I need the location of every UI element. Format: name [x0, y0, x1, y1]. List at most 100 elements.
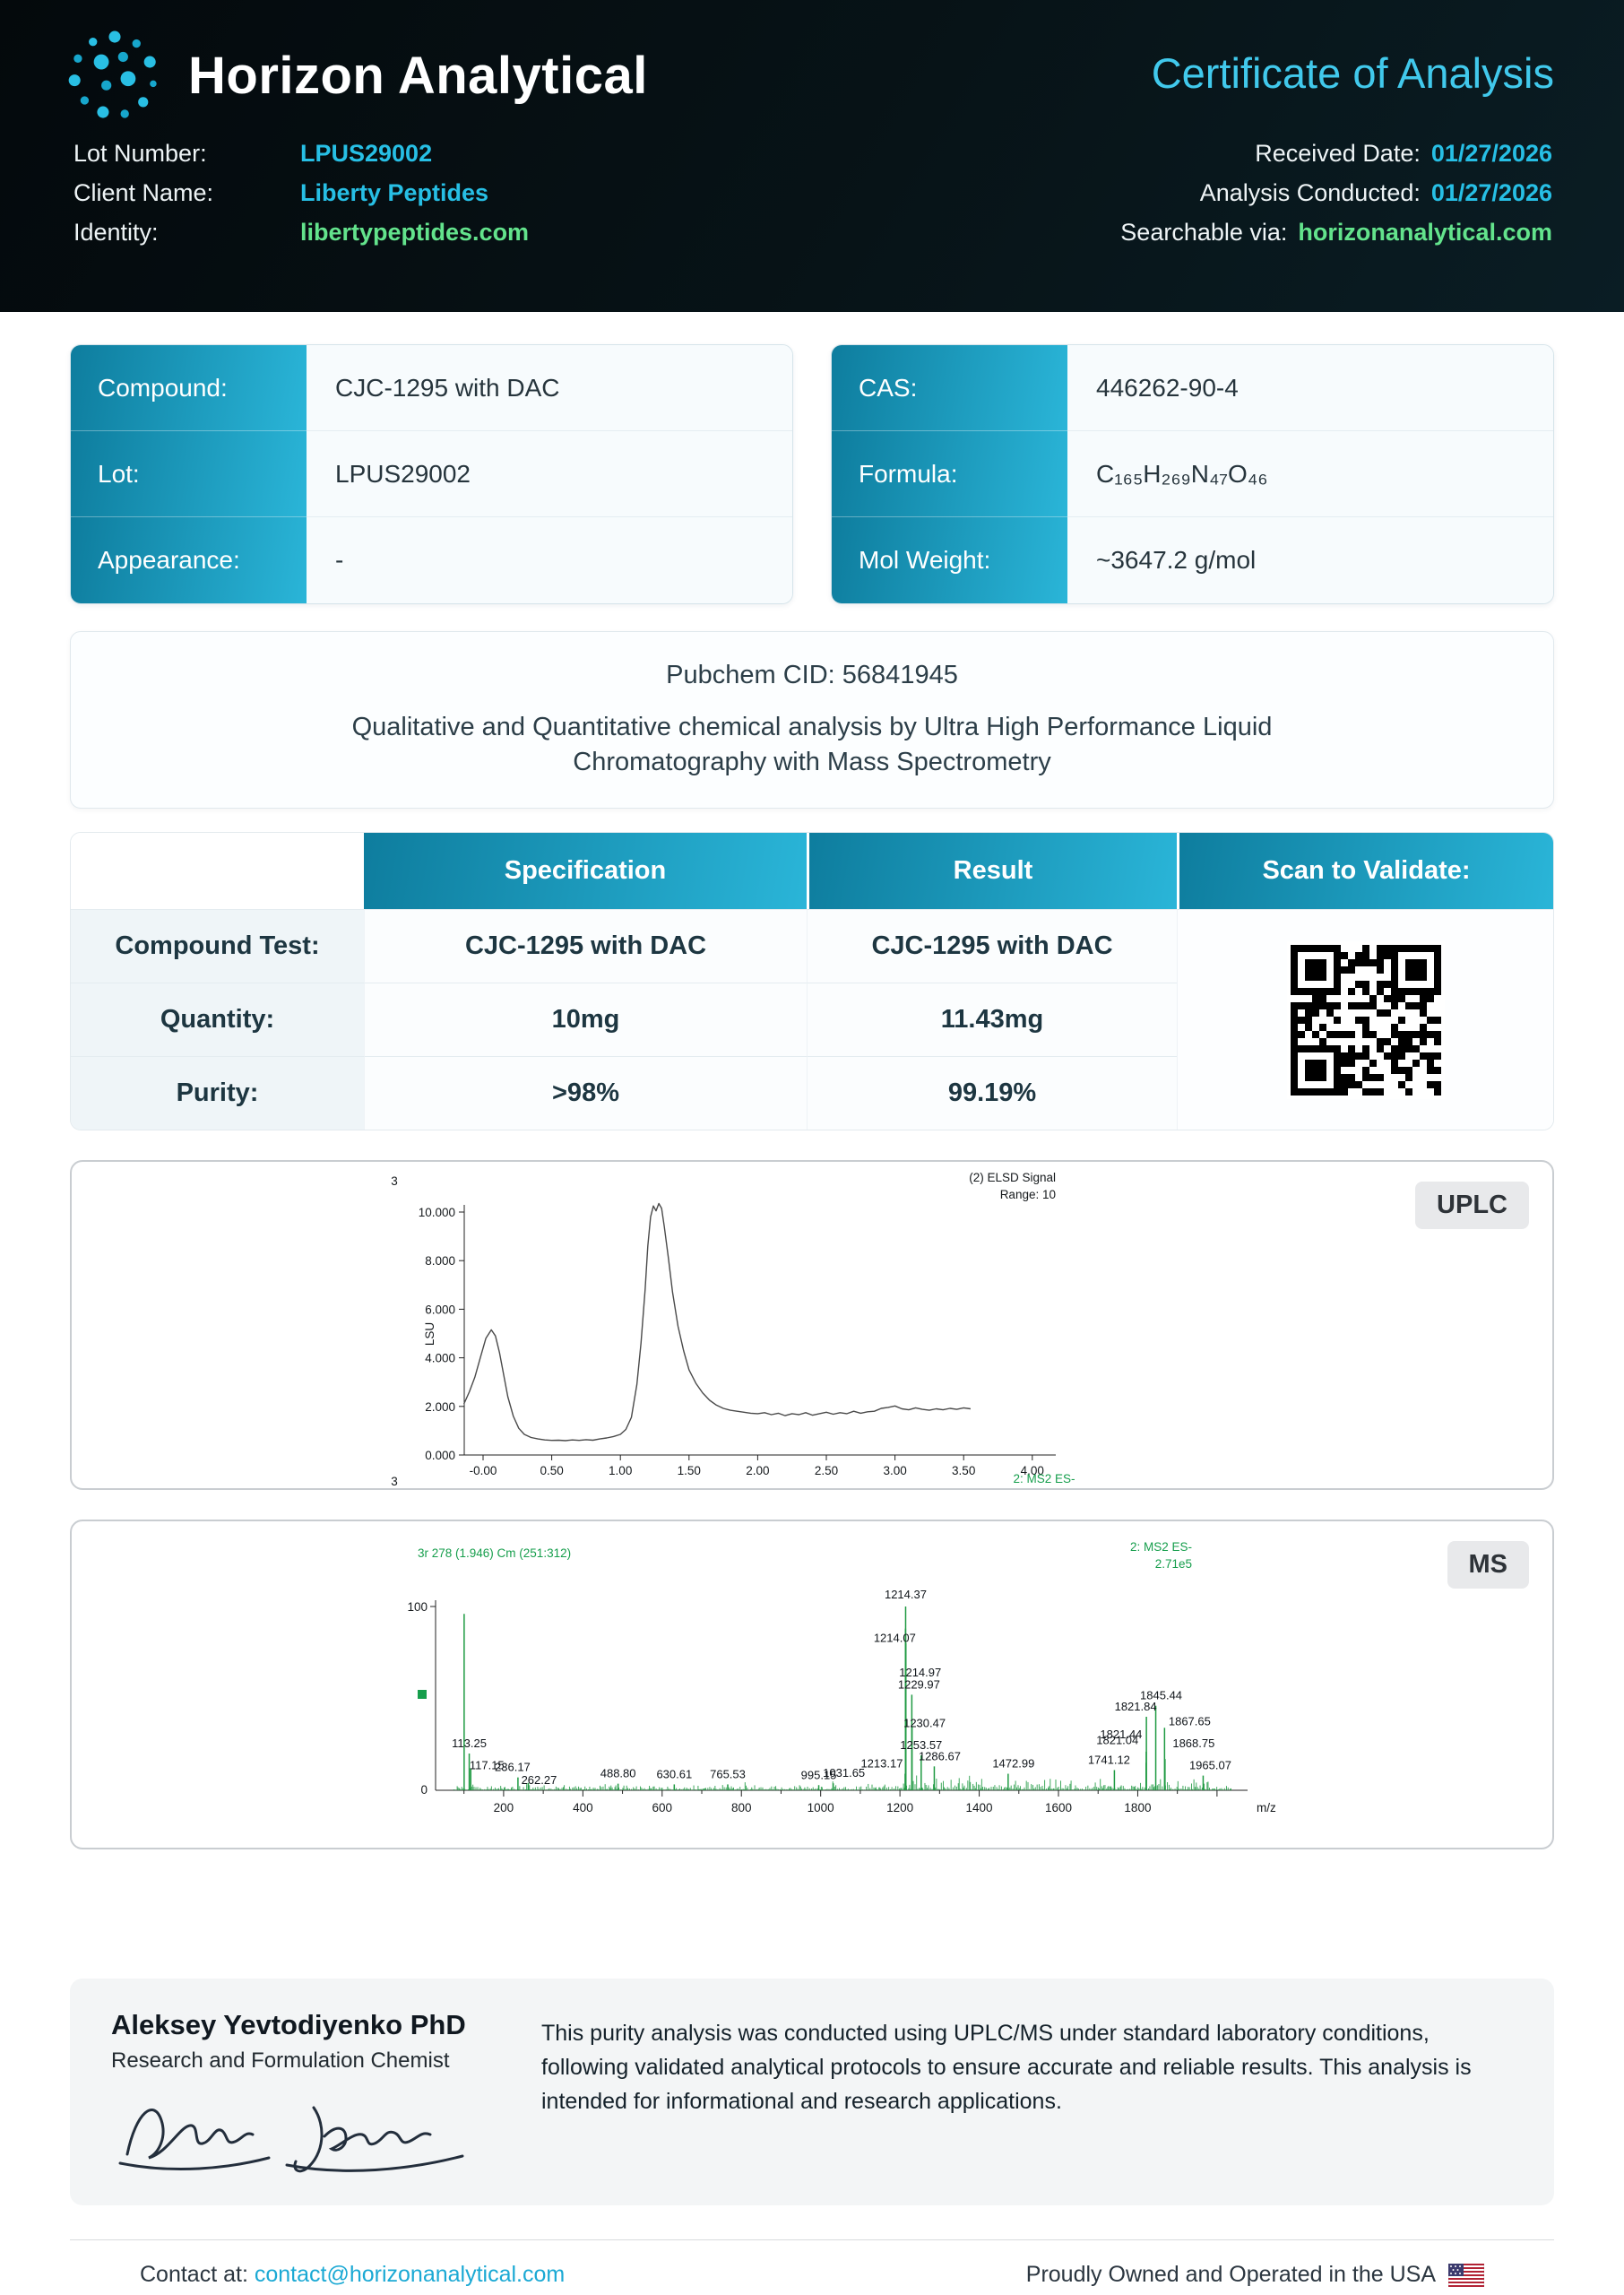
svg-text:1286.67: 1286.67: [919, 1749, 961, 1762]
header-meta-right: Received Date: 01/27/2026 Analysis Conduc…: [1120, 140, 1552, 258]
row-quantity-spec: 10mg: [364, 983, 807, 1056]
svg-text:1253.57: 1253.57: [900, 1738, 942, 1752]
ms-spectrum: 200 400 600 800 1000 1200 1400 1600 1800 m/z10003…: [407, 1540, 1276, 1814]
cas-label: CAS:: [832, 345, 1067, 431]
results-header-empty: [71, 833, 364, 909]
brand: Horizon Analytical: [65, 25, 648, 126]
svg-text:400: 400: [573, 1801, 593, 1814]
row-quantity-label: Quantity:: [71, 983, 364, 1056]
analysis-date-value: 01/27/2026: [1430, 179, 1552, 206]
svg-text:2.71e5: 2.71e5: [1155, 1557, 1192, 1571]
formula-value: C₁₆₅H₂₆₉N₄₇O₄₆: [1067, 431, 1553, 517]
svg-text:100: 100: [407, 1600, 428, 1614]
identity-label: Identity:: [73, 219, 159, 246]
us-flag-icon: [1448, 2263, 1484, 2287]
svg-text:1821.84: 1821.84: [1115, 1700, 1157, 1713]
svg-text:1821.04: 1821.04: [1096, 1733, 1138, 1746]
svg-text:1214.97: 1214.97: [899, 1666, 941, 1679]
lot-number-label: Lot Number:: [73, 140, 207, 167]
svg-text:765.53: 765.53: [710, 1767, 746, 1780]
contact-label: Contact at:: [140, 2262, 248, 2287]
formula-label: Formula:: [832, 431, 1067, 517]
client-name-label: Client Name:: [73, 179, 214, 206]
compound-label: Compound:: [71, 345, 307, 431]
chemist-name: Aleksey Yevtodiyenko PhD: [111, 2009, 466, 2040]
row-compound-test-label: Compound Test:: [71, 909, 364, 983]
svg-text:2.50: 2.50: [815, 1464, 838, 1477]
svg-text:117.15: 117.15: [470, 1758, 505, 1771]
svg-text:4.00: 4.00: [1021, 1464, 1044, 1477]
uplc-chart-box: -0.00 0.50 1.00 1.50 2.00 2.50 3.00 3.50 4.00 0.0…: [70, 1160, 1554, 1490]
svg-text:10.000: 10.000: [419, 1206, 455, 1219]
contact-email-link[interactable]: contact@horizonanalytical.com: [254, 2262, 566, 2287]
svg-text:6.000: 6.000: [425, 1303, 455, 1316]
svg-text:1868.75: 1868.75: [1172, 1736, 1214, 1750]
results-header-result: Result: [807, 833, 1177, 909]
searchable-link[interactable]: horizonanalytical.com: [1298, 219, 1552, 246]
svg-text:3: 3: [391, 1174, 398, 1188]
svg-text:1213.17: 1213.17: [860, 1757, 903, 1771]
signature-image: [118, 2106, 464, 2173]
svg-text:1821.44: 1821.44: [1100, 1728, 1142, 1741]
qr-code: [1286, 940, 1445, 1099]
results-header-scan: Scan to Validate:: [1177, 833, 1553, 909]
pubchem-box: Pubchem CID: 56841945 Qualitative and Qu…: [70, 631, 1554, 809]
svg-text:1400: 1400: [966, 1801, 993, 1814]
svg-text:1.50: 1.50: [678, 1464, 701, 1477]
pubchem-cid: Pubchem CID: 56841945: [666, 661, 958, 690]
searchable-label: Searchable via:: [1120, 219, 1288, 246]
contact-line: Contact at: contact@horizonanalytical.co…: [140, 2262, 565, 2288]
svg-text:3: 3: [391, 1475, 398, 1488]
svg-text:8.000: 8.000: [425, 1254, 455, 1268]
svg-text:1800: 1800: [1124, 1801, 1151, 1814]
svg-text:-0.00: -0.00: [470, 1464, 497, 1477]
svg-text:2.000: 2.000: [425, 1400, 455, 1414]
received-date-label: Received Date:: [1255, 140, 1421, 167]
svg-text:Range: 10: Range: 10: [1000, 1188, 1056, 1201]
chemist-role: Research and Formulation Chemist: [111, 2048, 450, 2073]
analysis-description: Qualitative and Quantitative chemical an…: [351, 713, 1273, 776]
svg-text:1472.99: 1472.99: [992, 1757, 1034, 1771]
svg-text:2: MS2 ES-: 2: MS2 ES-: [1130, 1540, 1192, 1554]
svg-text:3r 278 (1.946) Cm (251:312): 3r 278 (1.946) Cm (251:312): [418, 1546, 571, 1560]
svg-text:1230.47: 1230.47: [903, 1716, 946, 1729]
svg-text:236.17: 236.17: [495, 1761, 531, 1774]
bottom-bar: Contact at: contact@horizonanalytical.co…: [70, 2239, 1554, 2288]
ms-chart-box: 200 400 600 800 1000 1200 1400 1600 1800 m/z 100 0 3…: [70, 1520, 1554, 1849]
row-compound-test-spec: CJC-1295 with DAC: [364, 909, 807, 983]
svg-text:1965.07: 1965.07: [1189, 1759, 1231, 1772]
horizon-logo-icon: [68, 30, 157, 118]
row-purity-spec: >98%: [364, 1056, 807, 1130]
row-purity-result: 99.19%: [807, 1056, 1177, 1130]
svg-text:1000: 1000: [808, 1801, 834, 1814]
lot-value: LPUS29002: [307, 431, 792, 517]
ms-badge: MS: [1447, 1541, 1529, 1589]
svg-text:1600: 1600: [1045, 1801, 1072, 1814]
signature-panel: Aleksey Yevtodiyenko PhD Research and Fo…: [70, 1979, 1554, 2205]
appearance-value: -: [307, 517, 792, 603]
received-date-value: 01/27/2026: [1430, 140, 1552, 167]
header-meta-left: Lot Number: LPUS29002 Client Name: Liberty…: [73, 140, 529, 258]
svg-text:1845.44: 1845.44: [1140, 1689, 1182, 1702]
lot-label: Lot:: [71, 431, 307, 517]
svg-text:3.50: 3.50: [952, 1464, 975, 1477]
compound-value: CJC-1295 with DAC: [307, 345, 792, 431]
svg-text:4.000: 4.000: [425, 1352, 455, 1365]
svg-text:LSU: LSU: [423, 1322, 436, 1346]
svg-text:262.27: 262.27: [522, 1773, 557, 1787]
svg-text:3.00: 3.00: [883, 1464, 906, 1477]
svg-text:1867.65: 1867.65: [1169, 1714, 1211, 1728]
svg-text:1200: 1200: [886, 1801, 913, 1814]
lot-number-value: LPUS29002: [300, 140, 433, 167]
row-compound-test-result: CJC-1295 with DAC: [807, 909, 1177, 983]
mol-weight-value: ~3647.2 g/mol: [1067, 517, 1553, 603]
svg-text:488.80: 488.80: [600, 1767, 636, 1780]
svg-text:1229.97: 1229.97: [898, 1677, 940, 1691]
made-in-usa: Proudly Owned and Operated in the USA: [1026, 2262, 1484, 2288]
svg-text:600: 600: [652, 1801, 673, 1814]
header: Horizon Analytical Certificate of Analys…: [0, 0, 1624, 312]
identity-link[interactable]: libertypeptides.com: [300, 219, 530, 246]
svg-text:1214.37: 1214.37: [885, 1588, 927, 1601]
svg-text:113.25: 113.25: [452, 1736, 487, 1750]
mol-weight-label: Mol Weight:: [832, 517, 1067, 603]
